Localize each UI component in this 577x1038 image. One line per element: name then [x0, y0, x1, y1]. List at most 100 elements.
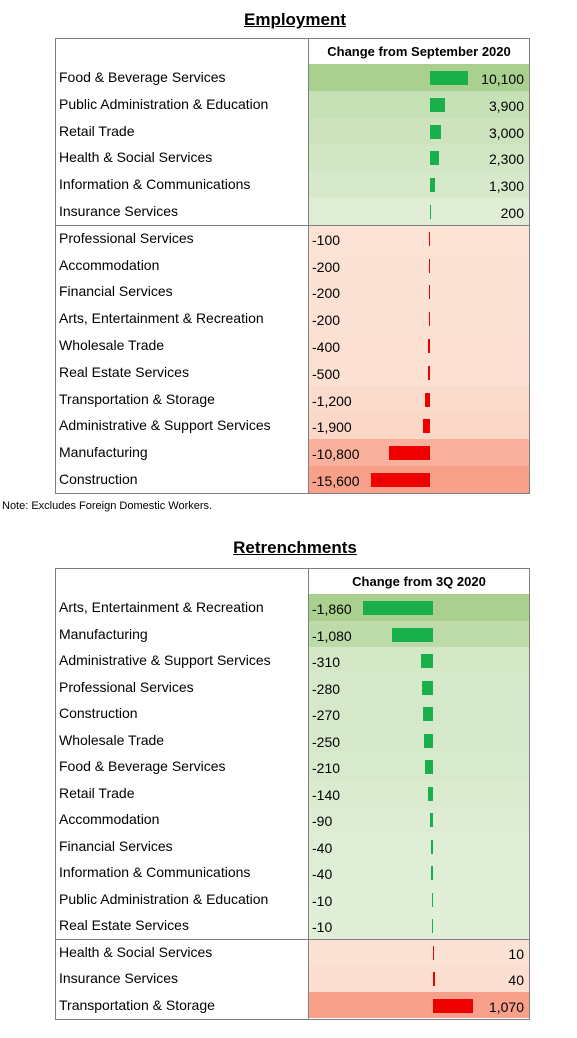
retrenchments-header: Change from 3Q 2020	[56, 569, 529, 595]
data-bar	[430, 178, 435, 193]
table-row: Transportation & Storage 1,070	[56, 991, 529, 1018]
data-bar	[392, 627, 433, 642]
row-label: Administrative & Support Services	[59, 652, 271, 668]
value-label: -270	[312, 707, 341, 723]
data-bar	[430, 97, 445, 112]
value-label: 2,300	[488, 151, 524, 168]
data-bar	[371, 473, 430, 487]
employment-title: Employment	[243, 10, 347, 29]
data-bar	[430, 71, 468, 85]
row-label: Wholesale Trade	[59, 731, 165, 748]
row-label: Administrative & Support Services	[59, 417, 271, 434]
row-label: Manufacturing	[59, 625, 148, 642]
table-row: Public Administration & Education -10	[56, 885, 529, 912]
row-label: Wholesale Trade	[59, 337, 165, 353]
value-label: -10	[312, 919, 333, 935]
value-label: 3,000	[488, 124, 524, 141]
table-row: Administrative & Support Services -1,900	[56, 412, 529, 440]
data-bar	[428, 339, 430, 353]
table-row: Food & Beverage Services 10,100	[56, 64, 529, 91]
value-label: -1,080	[312, 627, 352, 644]
data-bar	[432, 892, 433, 907]
value-label: -40	[312, 866, 333, 882]
row-label: Public Administration & Education	[59, 890, 269, 907]
value-label: -310	[312, 654, 341, 670]
value-label: -200	[312, 312, 341, 329]
table-row: Real Estate Services -500	[56, 358, 529, 386]
value-label: -250	[312, 733, 341, 750]
row-label: Information & Communications	[59, 176, 251, 193]
table-row: Arts, Entertainment & Recreation -200	[56, 305, 529, 332]
row-label: Financial Services	[59, 837, 173, 854]
employment-header: Change from September 2020	[56, 39, 529, 65]
value-label: -210	[312, 760, 341, 776]
table-row: Accommodation -200	[56, 251, 529, 279]
value-label: -90	[312, 813, 333, 829]
table-row: Administrative & Support Services -310	[56, 647, 529, 674]
row-label: Insurance Services	[59, 203, 179, 219]
row-label: Arts, Entertainment & Recreation	[59, 310, 264, 327]
data-bar	[429, 231, 430, 246]
value-label: -10,800	[312, 446, 360, 463]
table-row: Manufacturing -10,800	[56, 439, 529, 466]
table-row: Professional Services -280	[56, 673, 529, 700]
retrenchments-title: Retrenchments	[233, 538, 357, 557]
data-bar	[430, 124, 442, 139]
table-row: Construction -15,600	[56, 466, 529, 493]
table-row: Professional Services -100	[56, 224, 529, 252]
value-label: -400	[312, 339, 341, 355]
row-label: Accommodation	[59, 811, 160, 827]
table-row: Financial Services -40	[56, 832, 529, 859]
value-label: -10	[312, 892, 333, 909]
data-bar	[433, 972, 435, 986]
value-label: 200	[500, 205, 524, 221]
data-bar	[425, 392, 430, 407]
data-bar	[433, 998, 474, 1013]
row-label: Transportation & Storage	[59, 996, 215, 1013]
row-label: Retail Trade	[59, 122, 135, 139]
data-bar	[422, 419, 430, 434]
table-row: Insurance Services 200	[56, 198, 529, 225]
row-label: Health & Social Services	[59, 943, 213, 960]
data-bar	[422, 680, 433, 695]
retrenchments-table: Change from 3Q 2020 Arts, Entertainment …	[55, 568, 530, 1020]
row-label: Health & Social Services	[59, 149, 213, 166]
data-bar	[429, 312, 430, 327]
row-label: Construction	[59, 471, 138, 487]
row-label: Retail Trade	[59, 784, 135, 801]
table-row: Wholesale Trade -250	[56, 726, 529, 753]
value-label: 10	[508, 945, 524, 962]
row-label: Construction	[59, 705, 138, 721]
employment-table: Change from September 2020 Food & Bevera…	[55, 38, 530, 494]
value-label: -200	[312, 285, 341, 302]
table-row: Manufacturing -1,080	[56, 620, 529, 647]
data-bar	[363, 601, 433, 615]
row-label: Public Administration & Education	[59, 95, 269, 112]
row-label: Real Estate Services	[59, 917, 189, 933]
table-row: Accommodation -90	[56, 806, 529, 833]
value-label: -15,600	[312, 473, 360, 489]
table-row: Information & Communications -40	[56, 859, 529, 886]
retrenchments-column-header: Change from 3Q 2020	[308, 569, 529, 594]
table-row: Food & Beverage Services -210	[56, 753, 529, 780]
group-separator	[56, 224, 529, 226]
data-bar	[430, 151, 439, 166]
row-label: Professional Services	[59, 678, 194, 695]
row-label: Food & Beverage Services	[59, 758, 226, 774]
table-row: Construction -270	[56, 700, 529, 727]
value-label: -500	[312, 365, 341, 382]
data-bar	[431, 866, 433, 880]
data-bar	[429, 285, 430, 300]
value-label: 40	[508, 972, 524, 988]
data-bar	[389, 446, 430, 461]
table-row: Arts, Entertainment & Recreation -1,860	[56, 594, 529, 621]
table-row: Insurance Services 40	[56, 965, 529, 992]
table-row: Real Estate Services -10	[56, 912, 529, 939]
data-bar	[430, 205, 431, 219]
table-row: Transportation & Storage -1,200	[56, 385, 529, 413]
value-label: -200	[312, 258, 341, 275]
value-label: 10,100	[481, 71, 524, 87]
employment-note: Note: Excludes Foreign Domestic Workers.	[2, 500, 213, 512]
group-separator	[56, 938, 529, 940]
row-label: Real Estate Services	[59, 363, 189, 380]
